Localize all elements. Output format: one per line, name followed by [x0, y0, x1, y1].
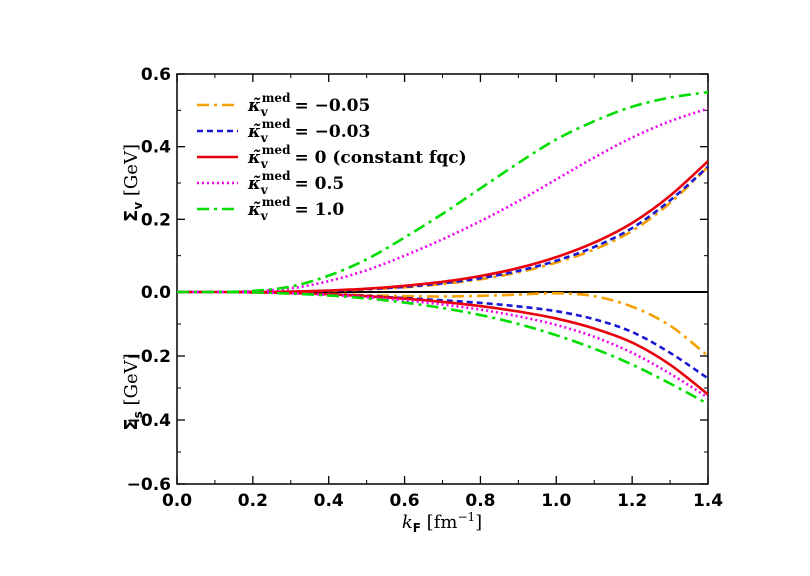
x-tick-label: 0.8: [465, 491, 495, 511]
series-line-vector-1: [177, 165, 708, 292]
y-tick-label: 0.4: [141, 138, 171, 158]
x-tick-label: 0.2: [238, 491, 268, 511]
y-tick-label: −0.6: [127, 475, 171, 495]
legend: κ̃vmed = −0.05κ̃vmed = −0.03κ̃vmed = 0 (con…: [197, 91, 467, 223]
y-label-vector: Σv [GeV]: [121, 144, 145, 222]
legend-label-3: κ̃vmed = 0.5: [247, 169, 344, 197]
tick-labels: 0.0 0.2 0.4 0.6 0.8 1.0 1.2 1.4 0.0 0.2 0.4 0.6 −0.6…: [127, 65, 724, 511]
y-tick-label: −0.4: [127, 411, 172, 431]
legend-label-4: κ̃vmed = 1.0: [247, 195, 344, 223]
series-line-vector-4: [177, 90, 708, 292]
scalar-panel-series: [177, 292, 708, 406]
legend-label-1: κ̃vmed = −0.03: [247, 117, 370, 145]
y-tick-label: 0.6: [141, 65, 171, 85]
legend-label-0: κ̃vmed = −0.05: [247, 91, 370, 119]
x-tick-label: 1.2: [617, 491, 647, 511]
x-tick-label: 0.6: [390, 491, 420, 511]
x-tick-label: 1.0: [541, 491, 571, 511]
x-label: kF [fm−1]: [402, 510, 482, 535]
x-tick-label: 0.4: [314, 491, 344, 511]
series-line-scalar-2: [177, 292, 708, 396]
ticks: [176, 73, 709, 485]
series-line-scalar-4: [177, 292, 708, 406]
x-tick-label: 0.0: [162, 491, 192, 511]
legend-label-2: κ̃vmed = 0 (constant fqc): [247, 143, 467, 171]
y-tick-label: 0.0: [141, 283, 171, 303]
y-tick-label: −0.2: [127, 347, 171, 367]
y-tick-label: 0.2: [141, 210, 171, 230]
series-line-scalar-1: [177, 292, 708, 380]
vector-panel-series: [177, 90, 708, 292]
series-line-scalar-3: [177, 292, 708, 399]
y-label-scalar: Σs [GeV]: [121, 353, 145, 430]
x-tick-label: 1.4: [693, 491, 723, 511]
